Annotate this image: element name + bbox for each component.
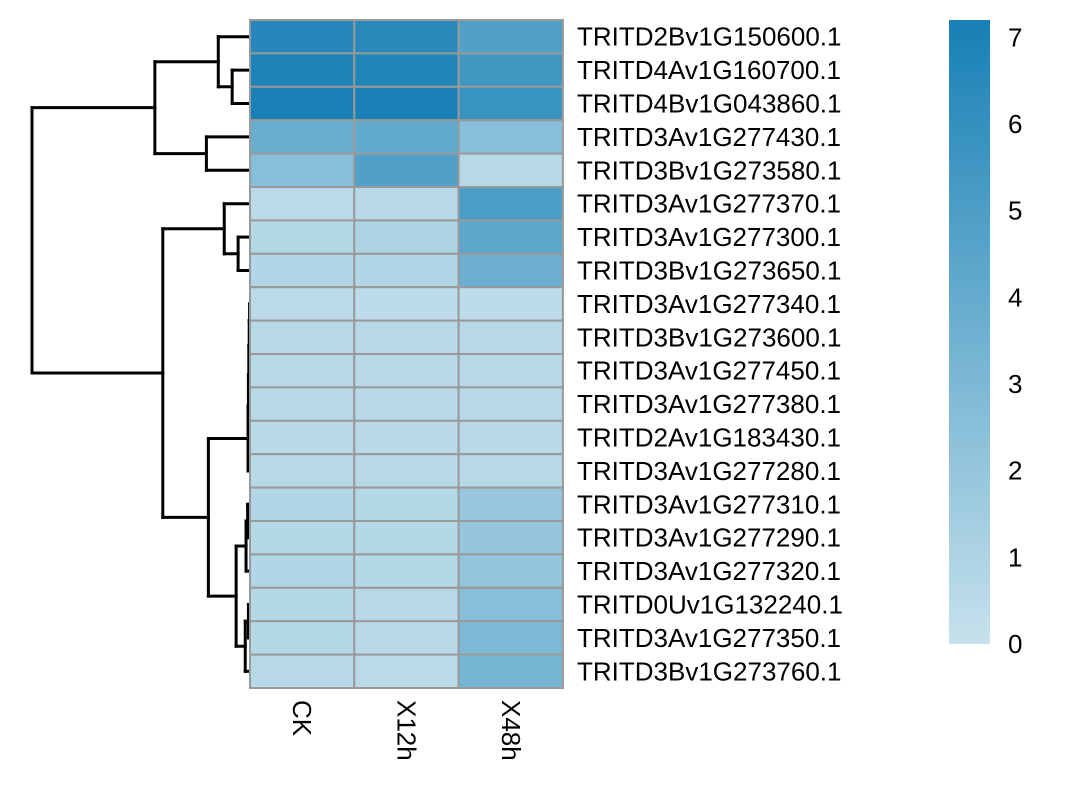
heatmap-cell xyxy=(249,586,356,623)
heatmap-cell xyxy=(249,386,356,422)
heatmap-cell xyxy=(353,219,460,255)
legend-tick-label: 1 xyxy=(1008,542,1022,572)
heatmap-cell xyxy=(249,486,356,523)
heatmap-cell xyxy=(249,653,356,689)
heatmap-cell xyxy=(249,453,356,489)
row-label: TRITD3Bv1G273760.1 xyxy=(577,656,841,686)
color-legend-ticks: 0 1 2 3 4 5 6 7 xyxy=(1008,22,1022,659)
heatmap-cell xyxy=(249,152,356,189)
heatmap-cell xyxy=(457,152,564,189)
heatmap-cell xyxy=(249,553,356,589)
row-label: TRITD3Av1G277280.1 xyxy=(577,456,841,486)
row-label: TRITD0Uv1G132240.1 xyxy=(577,590,843,620)
row-label: TRITD4Av1G160700.1 xyxy=(577,55,841,85)
heatmap-cell xyxy=(457,119,564,155)
heatmap-cell xyxy=(249,353,356,389)
row-label: TRITD3Bv1G273650.1 xyxy=(577,256,841,286)
heatmap-cell xyxy=(353,319,460,356)
row-label: TRITD3Av1G277340.1 xyxy=(577,289,841,319)
heatmap-cell xyxy=(249,186,356,222)
row-label: TRITD4Bv1G043860.1 xyxy=(577,89,841,119)
heatmap-cell xyxy=(353,353,460,389)
legend-tick-label: 0 xyxy=(1008,629,1022,659)
heatmap-cell xyxy=(249,419,356,456)
heatmap-cells xyxy=(249,19,564,689)
legend-tick-label: 2 xyxy=(1008,456,1022,486)
heatmap-cell xyxy=(249,319,356,356)
heatmap-cell xyxy=(249,286,356,322)
heatmap-cell xyxy=(457,520,564,556)
heatmap-cell xyxy=(457,19,564,55)
heatmap-cell xyxy=(353,620,460,656)
heatmap-cell xyxy=(353,419,460,456)
row-label: TRITD3Bv1G273600.1 xyxy=(577,322,841,352)
heatmap-cell xyxy=(457,252,564,289)
heatmap-cell xyxy=(457,653,564,689)
heatmap-cell xyxy=(249,19,356,55)
column-label: CK xyxy=(287,700,317,737)
legend-tick-label: 7 xyxy=(1008,22,1022,52)
heatmap-cell xyxy=(457,620,564,656)
heatmap-cell xyxy=(353,453,460,489)
heatmap-cell xyxy=(353,486,460,523)
heatmap-cell xyxy=(353,85,460,122)
heatmap-cell xyxy=(249,52,356,88)
heatmap-cell xyxy=(249,119,356,155)
color-legend-bar xyxy=(949,20,990,644)
heatmap-cell xyxy=(249,85,356,122)
row-label: TRITD3Av1G277350.1 xyxy=(577,623,841,653)
heatmap-cell xyxy=(249,520,356,556)
row-dendrogram xyxy=(30,35,252,673)
heatmap-cell xyxy=(353,553,460,589)
heatmap-cell xyxy=(457,319,564,356)
heatmap-cell xyxy=(457,186,564,222)
row-label: TRITD3Av1G277310.1 xyxy=(577,489,841,519)
heatmap-cell xyxy=(353,152,460,189)
column-label: X12h xyxy=(391,700,421,761)
heatmap-cell xyxy=(249,620,356,656)
heatmap-cell xyxy=(353,252,460,289)
heatmap-cell xyxy=(457,85,564,122)
row-label: TRITD3Av1G277320.1 xyxy=(577,556,841,586)
heatmap-cell xyxy=(353,119,460,155)
heatmap-cell xyxy=(457,586,564,623)
row-label: TRITD3Av1G277430.1 xyxy=(577,122,841,152)
row-label: TRITD2Av1G183430.1 xyxy=(577,423,841,453)
color-legend: 0 1 2 3 4 5 6 7 xyxy=(949,20,1022,659)
heatmap-cell xyxy=(457,386,564,422)
heatmap-cell xyxy=(457,52,564,88)
legend-tick-label: 4 xyxy=(1008,282,1022,312)
heatmap-cell xyxy=(457,453,564,489)
heatmap-cell xyxy=(457,286,564,322)
heatmap-cell xyxy=(353,19,460,55)
legend-tick-label: 5 xyxy=(1008,196,1022,226)
heatmap-cell xyxy=(457,486,564,523)
row-label: TRITD3Av1G277300.1 xyxy=(577,222,841,252)
row-label: TRITD3Av1G277450.1 xyxy=(577,356,841,386)
heatmap-cell xyxy=(249,219,356,255)
column-label: X48h xyxy=(496,700,526,761)
row-label: TRITD3Av1G277380.1 xyxy=(577,389,841,419)
row-label: TRITD3Av1G277370.1 xyxy=(577,189,841,219)
heatmap-cell xyxy=(353,520,460,556)
heatmap-cell xyxy=(353,586,460,623)
legend-tick-label: 3 xyxy=(1008,369,1022,399)
heatmap-cell xyxy=(249,252,356,289)
heatmap-cell xyxy=(353,186,460,222)
heatmap-cell xyxy=(353,653,460,689)
row-label: TRITD2Bv1G150600.1 xyxy=(577,22,841,52)
legend-tick-label: 6 xyxy=(1008,109,1022,139)
heatmap-cell xyxy=(457,419,564,456)
row-label: TRITD3Av1G277290.1 xyxy=(577,523,841,553)
heatmap-cell xyxy=(353,52,460,88)
heatmap-cell xyxy=(353,286,460,322)
row-label: TRITD3Bv1G273580.1 xyxy=(577,155,841,185)
heatmap-cell xyxy=(457,553,564,589)
column-labels: CK X12h X48h xyxy=(287,700,526,761)
heatmap-cell xyxy=(353,386,460,422)
heatmap-cell xyxy=(457,353,564,389)
heatmap-cell xyxy=(457,219,564,255)
